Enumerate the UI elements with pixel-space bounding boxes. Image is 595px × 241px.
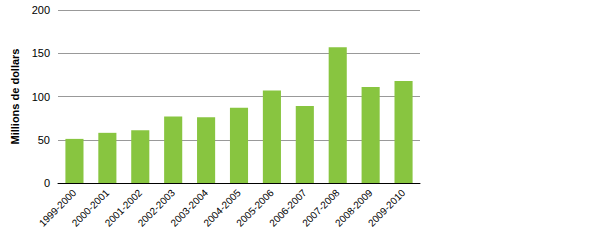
svg-text:2003-2004: 2003-2004 <box>168 187 210 229</box>
svg-text:2009-2010: 2009-2010 <box>366 187 408 229</box>
svg-text:0: 0 <box>44 177 50 189</box>
svg-text:2004-2005: 2004-2005 <box>201 187 243 229</box>
svg-text:2007-2008: 2007-2008 <box>300 187 342 229</box>
svg-text:1999-2000: 1999-2000 <box>36 187 79 229</box>
svg-text:2005-2006: 2005-2006 <box>234 187 276 229</box>
svg-text:2006-2007: 2006-2007 <box>267 187 309 229</box>
svg-text:2008-2009: 2008-2009 <box>333 187 375 229</box>
svg-text:2001-2002: 2001-2002 <box>102 187 145 229</box>
svg-text:Millions de dollars: Millions de dollars <box>9 49 21 145</box>
svg-text:200: 200 <box>32 4 50 16</box>
svg-text:100: 100 <box>32 91 50 103</box>
svg-text:2000-2001: 2000-2001 <box>69 187 112 229</box>
svg-text:2002-2003: 2002-2003 <box>135 187 178 229</box>
svg-text:150: 150 <box>32 47 50 59</box>
svg-text:50: 50 <box>38 134 50 146</box>
